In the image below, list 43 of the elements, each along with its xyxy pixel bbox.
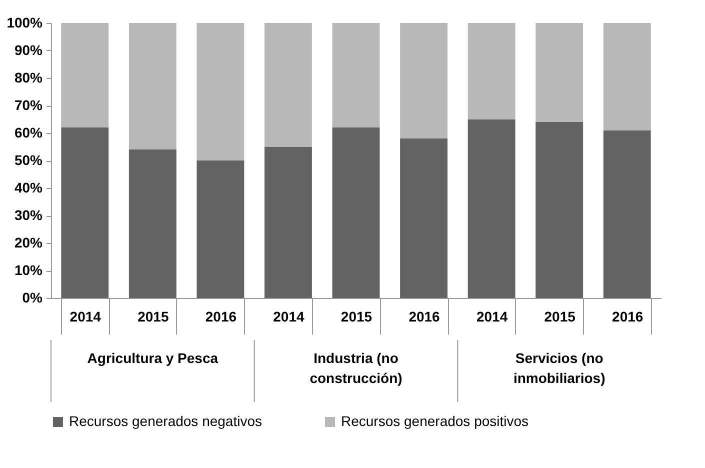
bar <box>128 23 176 150</box>
bar <box>536 122 584 298</box>
x-tick-label: 2015 <box>340 308 372 324</box>
x-tick-label: 2016 <box>408 308 440 324</box>
y-tick-label: 30% <box>14 207 44 223</box>
x-tick-label: 2016 <box>612 308 644 324</box>
x-tick-label: 2016 <box>205 308 237 324</box>
bar <box>61 128 109 298</box>
x-tick-label: 2015 <box>138 308 169 324</box>
y-tick-label: 100% <box>6 14 44 30</box>
x-tick-label: 2015 <box>544 308 576 324</box>
y-tick-label: 90% <box>14 42 44 58</box>
y-tick-label: 10% <box>14 262 44 278</box>
bar <box>400 23 448 138</box>
bar <box>196 23 244 160</box>
bar <box>264 146 312 298</box>
y-tick-label: 40% <box>14 180 44 196</box>
bar <box>332 23 380 128</box>
bar <box>61 23 109 128</box>
bar <box>128 150 176 298</box>
bar <box>603 130 651 298</box>
x-tick-label: 2014 <box>70 308 102 324</box>
bar <box>196 160 244 298</box>
x-tick-label: 2014 <box>273 308 305 324</box>
bar <box>536 23 584 122</box>
y-tick-label: 80% <box>14 70 44 86</box>
y-tick-label: 0% <box>22 290 44 306</box>
bar <box>264 23 312 147</box>
y-tick-label: 20% <box>14 234 44 250</box>
x-tick-label: 2014 <box>476 308 508 324</box>
y-tick-label: 50% <box>14 152 44 168</box>
y-tick-label: 70% <box>14 97 44 113</box>
y-tick-label: 60% <box>14 124 44 140</box>
text: Agricultura y Pesca <box>87 350 218 366</box>
text: Servicios (no inmobiliarios) <box>513 350 606 386</box>
legend-label: Recursos generados positivos <box>341 413 529 429</box>
bar <box>400 138 448 298</box>
bar <box>332 128 380 298</box>
bar <box>468 23 516 120</box>
bar <box>603 23 651 130</box>
bar <box>468 119 516 298</box>
legend-label: Recursos generados negativos <box>69 413 262 429</box>
text: Industria (no construcción) <box>310 350 402 386</box>
